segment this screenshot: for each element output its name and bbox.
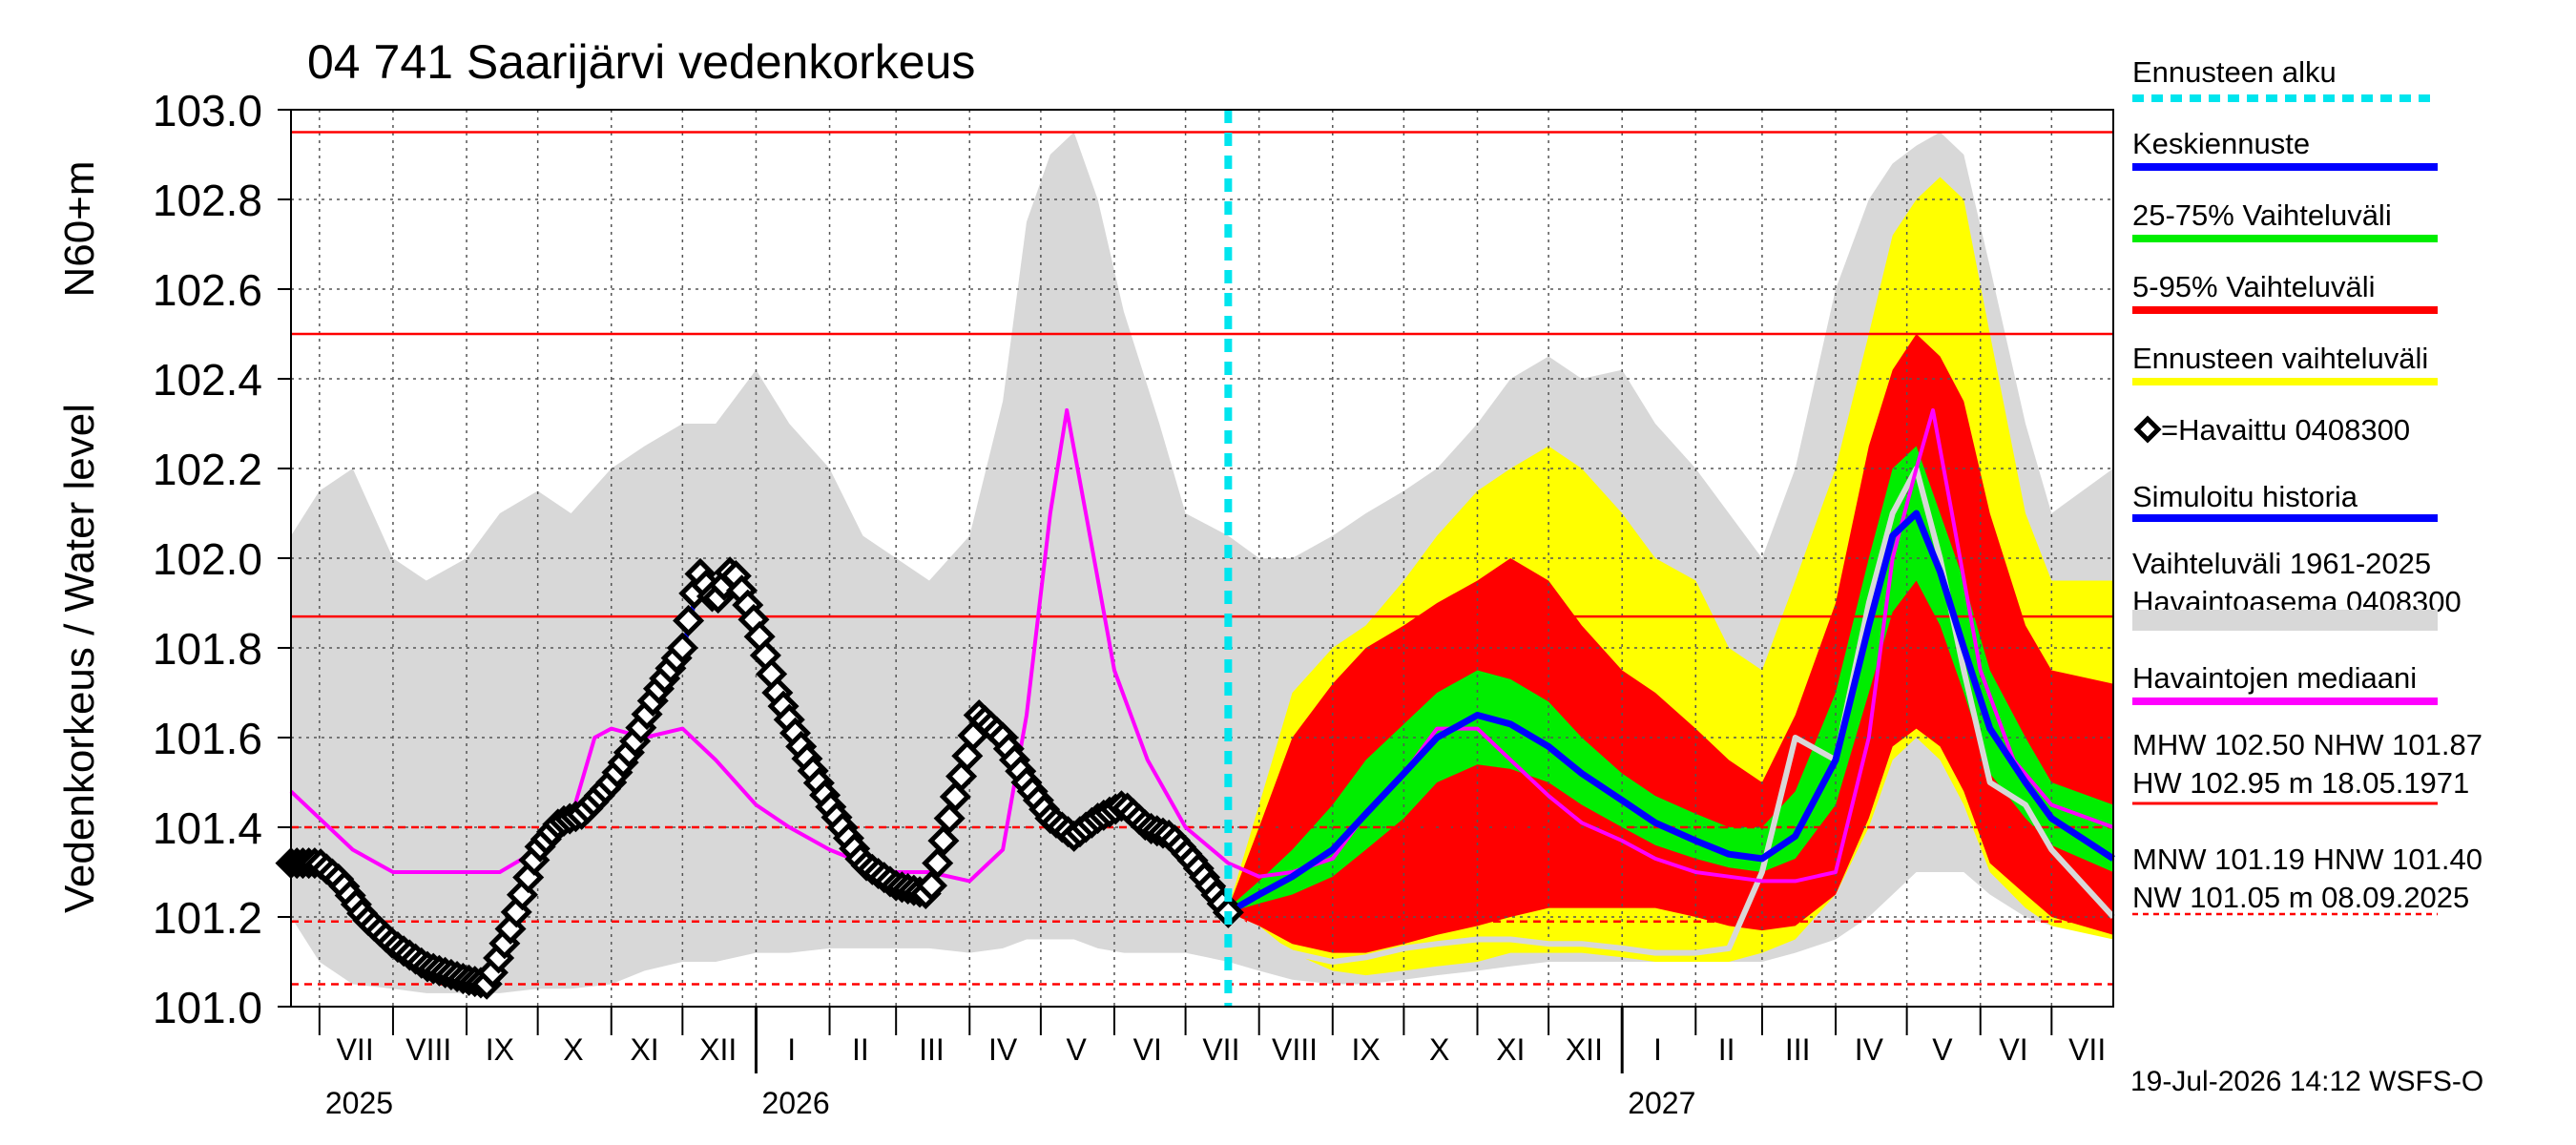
- month-label-19: II: [1718, 1032, 1735, 1067]
- legend-label-0: Ennusteen alku: [2132, 55, 2337, 89]
- month-label-22: V: [1932, 1032, 1953, 1067]
- y-axis-unit-label: N60+m: [56, 160, 103, 297]
- month-label-10: V: [1067, 1032, 1088, 1067]
- legend-label-9: MHW 102.50 NHW 101.87: [2132, 728, 2483, 761]
- y-tick-label-4: 101.8: [153, 624, 262, 674]
- y-tick-label-7: 102.4: [153, 355, 262, 405]
- footer-timestamp: 19-Jul-2026 14:12 WSFS-O: [2130, 1066, 2483, 1097]
- legend-label-8: Havaintojen mediaani: [2132, 661, 2417, 695]
- y-tick-label-0: 101.0: [153, 983, 262, 1032]
- legend-label-4: Ennusteen vaihteluväli: [2132, 342, 2428, 375]
- month-label-0: VII: [337, 1032, 374, 1067]
- y-axis-label: Vedenkorkeus / Water level: [56, 404, 103, 913]
- y-tick-label-5: 102.0: [153, 534, 262, 584]
- legend-label-7: Vaihteluväli 1961-2025: [2132, 547, 2431, 580]
- month-label-12: VII: [1202, 1032, 1239, 1067]
- legend: Ennusteen alku Keskiennuste 25-75% Vaihtel…: [2132, 55, 2483, 916]
- legend-label-6: Simuloitu historia: [2132, 480, 2358, 513]
- observed-marker-109: [922, 847, 954, 880]
- legend-label-3: 5-95% Vaihteluväli: [2132, 270, 2375, 303]
- legend-marker-5: [2133, 415, 2162, 444]
- month-label-11: VI: [1133, 1032, 1162, 1067]
- month-label-16: XI: [1496, 1032, 1525, 1067]
- month-label-7: II: [852, 1032, 869, 1067]
- y-tick-label-2: 101.4: [153, 803, 262, 853]
- legend-label-5: =Havaittu 0408300: [2161, 413, 2410, 447]
- chart-title: 04 741 Saarijärvi vedenkorkeus: [307, 35, 975, 89]
- month-label-13: VIII: [1272, 1032, 1318, 1067]
- observed-marker-114: [951, 739, 984, 772]
- year-label-0: 2025: [325, 1086, 393, 1120]
- month-label-6: I: [787, 1032, 796, 1067]
- axes-layer: 101.0 101.2 101.4 101.6 101.8 102.0 102.2 102.4…: [153, 86, 2106, 1120]
- legend-label-10: MNW 101.19 HNW 101.40: [2132, 843, 2483, 876]
- observed-marker-110: [927, 824, 960, 857]
- year-label-2: 2027: [1628, 1086, 1695, 1120]
- month-label-20: III: [1785, 1032, 1811, 1067]
- month-label-18: I: [1653, 1032, 1662, 1067]
- observed-marker-111: [933, 802, 966, 835]
- y-tick-label-8: 102.6: [153, 265, 262, 315]
- month-label-1: VIII: [405, 1032, 451, 1067]
- reference-lines-layer: [291, 131, 2113, 986]
- series-line-3: [1226, 510, 2115, 916]
- month-label-2: IX: [486, 1032, 514, 1067]
- month-label-5: XII: [699, 1032, 737, 1067]
- observed-marker-108: [915, 869, 948, 902]
- legend-label-1: Keskiennuste: [2132, 127, 2310, 160]
- y-tick-label-10: 103.0: [153, 86, 262, 135]
- observed-marker-66: [666, 632, 698, 664]
- month-label-14: IX: [1351, 1032, 1380, 1067]
- month-label-23: VI: [1999, 1032, 2027, 1067]
- month-label-21: IV: [1855, 1032, 1884, 1067]
- month-label-3: X: [563, 1032, 583, 1067]
- observed-marker-67: [673, 604, 705, 636]
- month-label-15: X: [1429, 1032, 1449, 1067]
- y-tick-label-6: 102.2: [153, 445, 262, 494]
- observed-markers-layer: [275, 556, 1244, 1000]
- month-label-24: VII: [2068, 1032, 2106, 1067]
- month-label-4: XI: [630, 1032, 658, 1067]
- legend-label2-9: HW 102.95 m 18.05.1971: [2132, 766, 2469, 800]
- legend-label-2: 25-75% Vaihteluväli: [2132, 198, 2392, 232]
- y-tick-label-3: 101.6: [153, 714, 262, 763]
- year-label-1: 2026: [761, 1086, 829, 1120]
- series-line-1: [289, 407, 2114, 884]
- y-tick-label-1: 101.2: [153, 893, 262, 943]
- month-label-8: III: [919, 1032, 945, 1067]
- legend-label2-10: NW 101.05 m 08.09.2025: [2132, 881, 2469, 914]
- y-tick-label-9: 102.8: [153, 176, 262, 225]
- month-label-17: XII: [1566, 1032, 1603, 1067]
- month-label-9: IV: [988, 1032, 1018, 1067]
